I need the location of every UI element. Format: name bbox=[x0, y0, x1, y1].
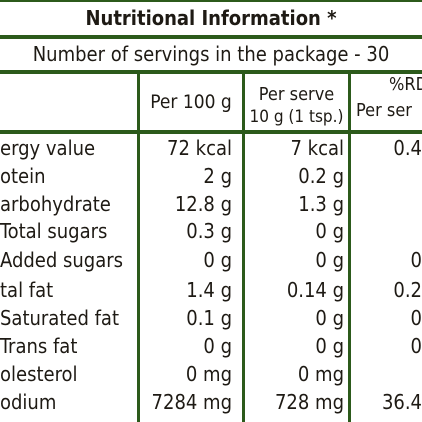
row-label: Total sugars bbox=[0, 219, 108, 243]
header-per-serve-line2: 10 g (1 tsp.) bbox=[249, 107, 344, 127]
row-label: Trans fat bbox=[0, 334, 78, 358]
per-serve-value: 0.2 g bbox=[298, 164, 344, 188]
row-label: otein bbox=[0, 164, 46, 188]
header-per-100g: Per 100 g bbox=[150, 91, 232, 113]
rdi-value: 36.4 bbox=[381, 390, 422, 414]
row-label: Added sugars bbox=[0, 248, 124, 272]
per-100g-value: 0 g bbox=[203, 334, 232, 358]
title-divider bbox=[0, 35, 422, 39]
per-serve-value: 0 g bbox=[315, 248, 344, 272]
rdi-value: 0 bbox=[410, 248, 422, 272]
row-label: ergy value bbox=[0, 136, 96, 160]
rdi-value: 0.2 bbox=[393, 278, 422, 302]
per-100g-value: 72 kcal bbox=[167, 136, 232, 160]
per-serve-value: 0 g bbox=[315, 306, 344, 330]
row-label: olesterol bbox=[0, 362, 78, 386]
column-divider-1 bbox=[137, 70, 140, 422]
rdi-value: 0 bbox=[410, 306, 422, 330]
per-100g-value: 0.1 g bbox=[186, 306, 232, 330]
per-100g-value: 12.8 g bbox=[174, 192, 232, 216]
per-100g-value: 0 mg bbox=[185, 362, 232, 386]
row-label: Saturated fat bbox=[0, 306, 119, 330]
per-serve-value: 728 mg bbox=[274, 390, 344, 414]
per-100g-value: 0 g bbox=[203, 248, 232, 272]
per-serve-value: 1.3 g bbox=[298, 192, 344, 216]
per-100g-value: 0.3 g bbox=[186, 219, 232, 243]
per-serve-value: 0 g bbox=[315, 219, 344, 243]
header-rdi-line2: Per ser bbox=[356, 100, 412, 121]
per-100g-value: 1.4 g bbox=[186, 278, 232, 302]
header-divider bbox=[0, 130, 422, 134]
rdi-value: 0 bbox=[410, 334, 422, 358]
header-rdi-line1: %RD bbox=[389, 74, 422, 95]
subtitle-divider bbox=[0, 70, 422, 74]
per-100g-value: 7284 mg bbox=[151, 390, 232, 414]
per-serve-value: 0.14 g bbox=[286, 278, 344, 302]
per-serve-value: 0 mg bbox=[297, 362, 344, 386]
row-label: tal fat bbox=[0, 278, 54, 302]
row-label: arbohydrate bbox=[0, 192, 111, 216]
panel-title: Nutritional Information * bbox=[85, 6, 337, 30]
header-per-serve-line1: Per serve bbox=[258, 84, 335, 105]
column-divider-2 bbox=[242, 70, 245, 422]
top-border bbox=[0, 0, 422, 2]
servings-subtitle: Number of servings in the package - 30 bbox=[32, 42, 390, 66]
per-serve-value: 0 g bbox=[315, 334, 344, 358]
row-label: odium bbox=[0, 390, 57, 414]
per-serve-value: 7 kcal bbox=[290, 136, 345, 160]
per-100g-value: 2 g bbox=[203, 164, 232, 188]
rdi-value: 0.4 bbox=[393, 136, 422, 160]
column-divider-3 bbox=[348, 70, 351, 422]
